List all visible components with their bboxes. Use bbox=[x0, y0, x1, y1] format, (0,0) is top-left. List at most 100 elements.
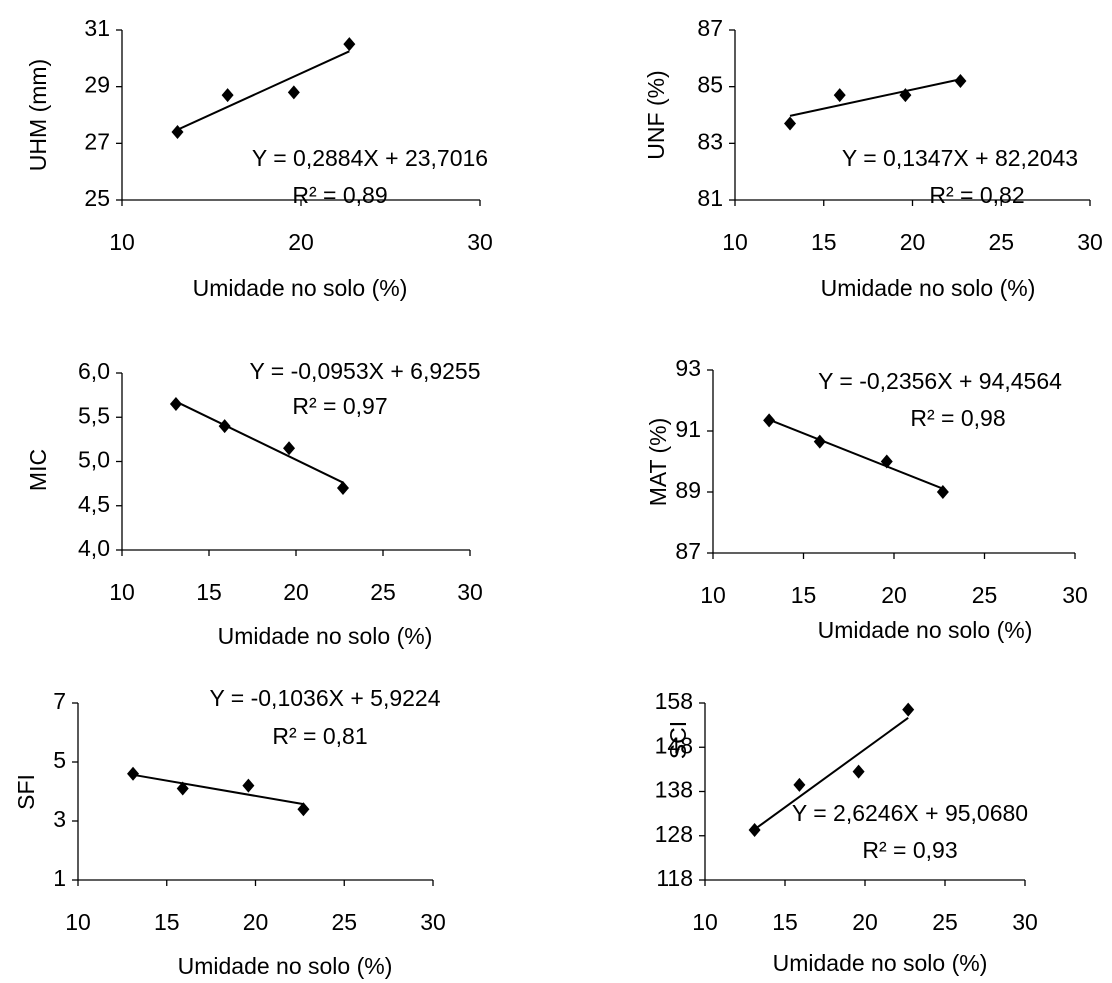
trend-line bbox=[768, 418, 944, 490]
y-tick-label: 5,5 bbox=[78, 402, 110, 428]
marker bbox=[221, 88, 234, 103]
y-tick-label: 27 bbox=[84, 128, 110, 154]
y-axis-label: UNF (%) bbox=[643, 70, 669, 159]
y-axis-label: SCI bbox=[665, 721, 691, 759]
y-axis-label: UHM (mm) bbox=[25, 59, 51, 171]
y-tick-label: 87 bbox=[697, 15, 723, 41]
y-tick-label: 4,0 bbox=[78, 535, 110, 561]
equation: Y = -0,1036X + 5,9224 bbox=[209, 685, 440, 711]
marker bbox=[880, 454, 893, 469]
y-tick-label: 148 bbox=[655, 732, 693, 758]
x-tick-label: 30 bbox=[1062, 582, 1088, 608]
y-tick-label: 3 bbox=[53, 806, 66, 832]
y-tick-label: 6,0 bbox=[78, 358, 110, 384]
trend-line bbox=[754, 717, 909, 831]
y-tick-label: 5,0 bbox=[78, 447, 110, 473]
y-tick-label: 81 bbox=[697, 185, 723, 211]
y-tick-label: 128 bbox=[655, 821, 693, 847]
r-squared: R² = 0,98 bbox=[910, 405, 1005, 431]
r-squared: R² = 0,82 bbox=[929, 182, 1024, 208]
x-tick-label: 20 bbox=[243, 909, 269, 935]
marker bbox=[297, 802, 310, 817]
equation: Y = 0,1347X + 82,2043 bbox=[842, 145, 1078, 171]
x-tick-label: 10 bbox=[109, 229, 135, 255]
marker bbox=[954, 74, 967, 88]
marker bbox=[218, 419, 231, 434]
equation: Y = -0,2356X + 94,4564 bbox=[818, 368, 1062, 394]
marker bbox=[784, 116, 797, 131]
x-tick-label: 10 bbox=[109, 579, 135, 605]
trend-line bbox=[175, 400, 344, 484]
x-tick-label: 30 bbox=[1012, 909, 1038, 935]
r-squared: R² = 0,97 bbox=[292, 393, 387, 419]
y-tick-label: 5 bbox=[53, 747, 66, 773]
marker bbox=[176, 781, 189, 796]
marker bbox=[171, 125, 184, 139]
x-tick-label: 20 bbox=[900, 229, 926, 255]
marker bbox=[902, 702, 915, 717]
marker bbox=[242, 778, 255, 793]
x-tick-label: 10 bbox=[700, 582, 726, 608]
y-axis-label: MIC bbox=[25, 449, 51, 491]
y-axis-label: SFI bbox=[13, 774, 39, 810]
equation: Y = 0,2884X + 23,7016 bbox=[252, 145, 488, 171]
x-tick-label: 25 bbox=[331, 909, 357, 935]
marker bbox=[127, 766, 140, 781]
x-tick-label: 30 bbox=[420, 909, 446, 935]
x-axis-label: Umidade no solo (%) bbox=[818, 617, 1033, 643]
x-tick-label: 20 bbox=[283, 579, 309, 605]
x-tick-label: 20 bbox=[852, 909, 878, 935]
r-squared: R² = 0,81 bbox=[272, 723, 367, 749]
equation: Y = 2,6246X + 95,0680 bbox=[792, 800, 1028, 826]
r-squared: R² = 0,93 bbox=[862, 837, 957, 863]
y-tick-label: 89 bbox=[675, 477, 701, 503]
x-tick-label: 25 bbox=[932, 909, 958, 935]
y-tick-label: 83 bbox=[697, 128, 723, 154]
x-tick-label: 30 bbox=[457, 579, 483, 605]
marker bbox=[336, 481, 349, 496]
y-tick-label: 4,5 bbox=[78, 491, 110, 517]
marker bbox=[936, 485, 949, 499]
y-tick-label: 87 bbox=[675, 538, 701, 564]
x-axis-label: Umidade no solo (%) bbox=[821, 275, 1036, 301]
x-tick-label: 20 bbox=[881, 582, 907, 608]
y-tick-label: 29 bbox=[84, 72, 110, 98]
y-tick-label: 1 bbox=[53, 865, 66, 891]
marker bbox=[852, 764, 865, 779]
y-tick-label: 138 bbox=[655, 777, 693, 803]
x-tick-label: 15 bbox=[154, 909, 180, 935]
x-axis-label: Umidade no solo (%) bbox=[193, 275, 408, 301]
y-tick-label: 31 bbox=[84, 15, 110, 41]
x-tick-label: 10 bbox=[692, 909, 718, 935]
marker bbox=[899, 88, 912, 103]
x-tick-label: 15 bbox=[811, 229, 837, 255]
x-tick-label: 15 bbox=[196, 579, 222, 605]
x-tick-label: 20 bbox=[288, 229, 314, 255]
x-tick-label: 10 bbox=[65, 909, 91, 935]
x-tick-label: 25 bbox=[370, 579, 396, 605]
y-tick-label: 91 bbox=[675, 416, 701, 442]
marker bbox=[283, 441, 296, 456]
marker bbox=[343, 37, 356, 52]
x-axis-label: Umidade no solo (%) bbox=[773, 950, 988, 976]
x-tick-label: 15 bbox=[772, 909, 798, 935]
y-tick-label: 158 bbox=[655, 688, 693, 714]
marker bbox=[813, 434, 826, 449]
x-tick-label: 30 bbox=[1077, 229, 1103, 255]
y-tick-label: 7 bbox=[53, 688, 66, 714]
x-axis-label: Umidade no solo (%) bbox=[218, 623, 433, 649]
x-tick-label: 30 bbox=[467, 229, 493, 255]
y-tick-label: 85 bbox=[697, 72, 723, 98]
marker bbox=[748, 822, 761, 837]
x-axis-label: Umidade no solo (%) bbox=[178, 953, 393, 979]
equation: Y = -0,0953X + 6,9255 bbox=[249, 358, 480, 384]
y-axis-label: MAT (%) bbox=[645, 418, 671, 507]
x-tick-label: 25 bbox=[972, 582, 998, 608]
marker bbox=[763, 413, 776, 428]
r-squared: R² = 0,89 bbox=[292, 182, 387, 208]
x-tick-label: 15 bbox=[791, 582, 817, 608]
marker bbox=[833, 88, 846, 103]
y-tick-label: 118 bbox=[656, 865, 693, 891]
